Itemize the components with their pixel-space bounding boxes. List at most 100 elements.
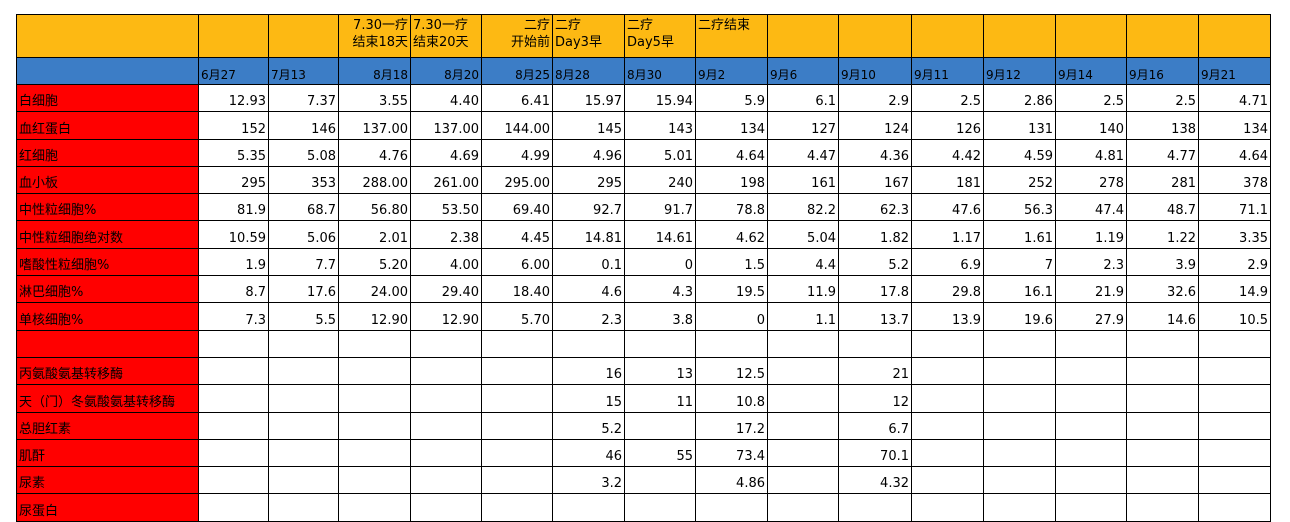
value-cell xyxy=(338,384,411,413)
value-cell: 17.8 xyxy=(838,275,912,304)
value-cell xyxy=(911,384,984,413)
value-cell: 4.86 xyxy=(695,466,768,495)
value-cell: 0.1 xyxy=(552,247,625,277)
value-cell: 29.40 xyxy=(410,275,482,304)
value-cell: 56.3 xyxy=(983,193,1056,222)
value-cell: 4.64 xyxy=(1198,138,1271,167)
table-row: 丙氨酸氨基转移酶 16 13 12.5 21 xyxy=(16,356,1271,386)
value-cell: 15.97 xyxy=(552,83,625,113)
stage-header-cell xyxy=(767,14,839,58)
value-cell: 82.2 xyxy=(767,193,839,222)
table-row: 肌酐 46 55 73.4 70.1 xyxy=(16,438,1271,468)
stage-header-cell: 7.30一疗 结束18天 xyxy=(338,14,411,58)
value-cell: 167 xyxy=(838,165,912,195)
stage-header-cell: 二疗结束 xyxy=(695,14,768,58)
value-cell: 4.40 xyxy=(410,83,482,113)
value-cell: 8.7 xyxy=(198,275,269,304)
value-cell xyxy=(481,356,553,386)
value-cell: 0 xyxy=(624,247,696,277)
value-cell xyxy=(911,466,984,495)
value-cell: 4.4 xyxy=(767,247,839,277)
value-cell: 27.9 xyxy=(1055,302,1127,331)
value-cell xyxy=(983,438,1056,468)
date-header-cell: 7月13 xyxy=(268,57,339,85)
value-cell xyxy=(1055,493,1127,522)
value-cell xyxy=(198,493,269,522)
value-cell xyxy=(1198,438,1271,468)
value-cell: 4.59 xyxy=(983,138,1056,167)
stage-header-cell xyxy=(198,14,269,58)
value-cell xyxy=(1126,438,1199,468)
value-cell xyxy=(198,329,269,358)
value-cell: 3.55 xyxy=(338,83,411,113)
row-label: 中性粒细胞% xyxy=(16,193,199,222)
value-cell xyxy=(1055,466,1127,495)
value-cell xyxy=(198,438,269,468)
value-cell xyxy=(481,466,553,495)
value-cell xyxy=(268,356,339,386)
value-cell: 2.5 xyxy=(911,83,984,113)
table-row: 天（门）冬氨酸氨基转移酶 15 11 10.8 12 xyxy=(16,384,1271,413)
value-cell: 4.3 xyxy=(624,275,696,304)
value-cell: 4.36 xyxy=(838,138,912,167)
value-cell xyxy=(911,411,984,440)
value-cell: 47.6 xyxy=(911,193,984,222)
value-cell: 15.94 xyxy=(624,83,696,113)
value-cell xyxy=(911,438,984,468)
value-cell: 12 xyxy=(838,384,912,413)
value-cell: 12.5 xyxy=(695,356,768,386)
value-cell: 161 xyxy=(767,165,839,195)
value-cell xyxy=(268,466,339,495)
value-cell: 6.41 xyxy=(481,83,553,113)
value-cell: 252 xyxy=(983,165,1056,195)
table-row: 中性粒细胞绝对数 10.59 5.06 2.01 2.38 4.45 14.81 14.61 4… xyxy=(16,220,1271,249)
value-cell xyxy=(767,466,839,495)
stage-header-cell xyxy=(1126,14,1199,58)
value-cell: 32.6 xyxy=(1126,275,1199,304)
value-cell xyxy=(1126,411,1199,440)
value-cell xyxy=(198,384,269,413)
row-label: 尿素 xyxy=(16,466,199,495)
value-cell xyxy=(481,329,553,358)
table-row: 红细胞 5.35 5.08 4.76 4.69 4.99 4.96 5.01 4.64 4.47 4… xyxy=(16,138,1271,167)
value-cell: 2.5 xyxy=(1055,83,1127,113)
value-cell xyxy=(1055,384,1127,413)
value-cell: 4.99 xyxy=(481,138,553,167)
value-cell xyxy=(838,329,912,358)
value-cell: 91.7 xyxy=(624,193,696,222)
value-cell: 2.01 xyxy=(338,220,411,249)
stage-header-cell xyxy=(911,14,984,58)
value-cell: 5.01 xyxy=(624,138,696,167)
value-cell xyxy=(983,493,1056,522)
row-label: 白细胞 xyxy=(16,83,199,113)
value-cell: 78.8 xyxy=(695,193,768,222)
value-cell: 5.2 xyxy=(552,411,625,440)
value-cell: 2.3 xyxy=(552,302,625,331)
value-cell: 134 xyxy=(695,111,768,140)
date-header-cell: 8月28 xyxy=(552,57,625,85)
table-row: 淋巴细胞% 8.7 17.6 24.00 29.40 18.40 4.6 4.3 19.5 11.… xyxy=(16,275,1271,304)
value-cell: 1.9 xyxy=(198,247,269,277)
value-cell: 55 xyxy=(624,438,696,468)
value-cell xyxy=(1198,329,1271,358)
value-cell: 4.71 xyxy=(1198,83,1271,113)
value-cell: 2.9 xyxy=(838,83,912,113)
row-label: 尿蛋白 xyxy=(16,493,199,522)
value-cell xyxy=(410,411,482,440)
date-header-cell: 8月20 xyxy=(410,57,482,85)
stage-header-cell xyxy=(838,14,912,58)
value-cell xyxy=(767,493,839,522)
value-cell: 295 xyxy=(552,165,625,195)
value-cell: 15 xyxy=(552,384,625,413)
row-label: 肌酐 xyxy=(16,438,199,468)
value-cell: 53.50 xyxy=(410,193,482,222)
stage-header-cell: 二疗 开始前 xyxy=(481,14,553,58)
value-cell: 12.90 xyxy=(338,302,411,331)
value-cell: 5.08 xyxy=(268,138,339,167)
value-cell: 69.40 xyxy=(481,193,553,222)
row-label: 中性粒细胞绝对数 xyxy=(16,220,199,249)
value-cell: 13 xyxy=(624,356,696,386)
table-row: 血小板 295 353 288.00 261.00 295.00 295 240 198 161 1… xyxy=(16,165,1271,195)
value-cell xyxy=(767,356,839,386)
value-cell xyxy=(624,493,696,522)
